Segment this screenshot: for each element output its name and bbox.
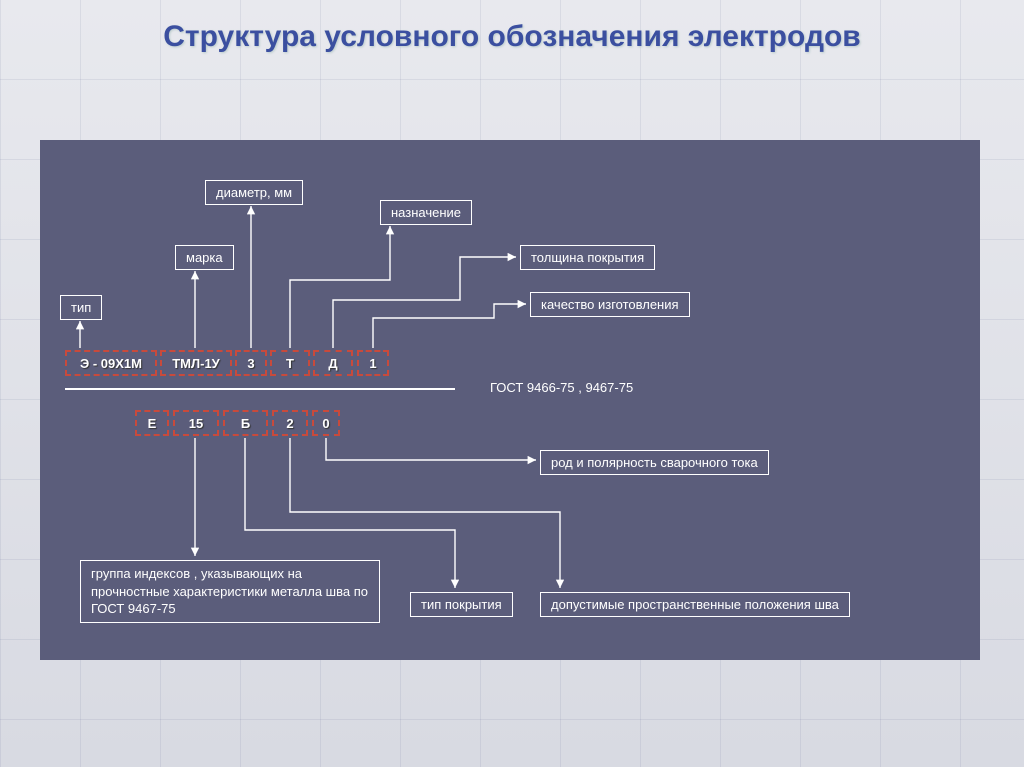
diagram-panel: тип марка диаметр, мм назначение толщина… [40,140,980,660]
cell-current: 0 [312,410,340,436]
gost-text: ГОСТ 9466-75 , 9467-75 [490,380,633,395]
cell-purpose-value: Т [270,350,310,376]
label-brand: марка [175,245,234,270]
cell-thickness-value: Д [313,350,353,376]
cell-type-value: Э - 09Х1М [65,350,157,376]
cell-indices: 15 [173,410,219,436]
label-quality: качество изготовления [530,292,690,317]
label-diameter: диаметр, мм [205,180,303,205]
cell-diameter-value: 3 [235,350,267,376]
cell-quality-value: 1 [357,350,389,376]
cell-coating: Б [223,410,268,436]
label-coating-thickness: толщина покрытия [520,245,655,270]
label-type: тип [60,295,102,320]
label-positions: допустимые пространственные положения шв… [540,592,850,617]
label-purpose: назначение [380,200,472,225]
cell-position: 2 [272,410,308,436]
fraction-line [65,388,455,390]
slide-title: Структура условного обозначения электрод… [0,20,1024,54]
label-group-indices: группа индексов , указывающих на прочнос… [80,560,380,623]
label-coating-type: тип покрытия [410,592,513,617]
cell-brand-value: ТМЛ-1У [160,350,232,376]
label-current-kind: род и полярность сварочного тока [540,450,769,475]
cell-e: Е [135,410,169,436]
